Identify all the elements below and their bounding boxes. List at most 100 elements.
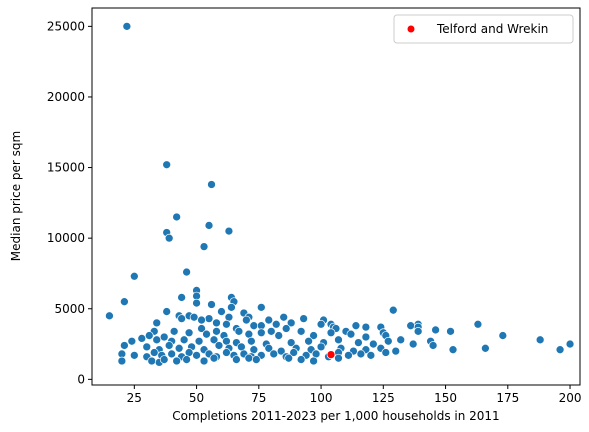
data-point	[204, 221, 214, 230]
highlight-point	[326, 350, 336, 359]
data-point	[172, 356, 182, 366]
data-point	[344, 350, 353, 360]
data-point	[152, 335, 162, 345]
data-point	[199, 242, 209, 251]
data-point	[127, 336, 137, 346]
data-point	[189, 312, 199, 322]
legend-label: Telford and Wrekin	[436, 22, 548, 36]
data-point	[120, 297, 129, 307]
data-point	[222, 348, 231, 357]
data-point	[356, 349, 366, 359]
data-point	[137, 334, 147, 343]
data-point	[269, 349, 279, 359]
data-point	[169, 326, 179, 336]
data-point	[242, 315, 251, 325]
data-point	[177, 314, 186, 323]
data-point	[122, 22, 132, 31]
data-point	[326, 328, 336, 338]
data-point	[296, 355, 306, 364]
data-point	[279, 312, 289, 322]
data-point	[192, 350, 201, 360]
data-point	[274, 331, 284, 340]
data-point	[249, 321, 259, 331]
data-point	[227, 302, 236, 312]
data-point	[406, 321, 416, 331]
data-point	[264, 315, 274, 325]
x-tick-label: 50	[189, 391, 204, 405]
y-tick-label: 10000	[47, 231, 85, 245]
data-point	[217, 307, 226, 316]
data-point	[251, 355, 261, 364]
data-point	[129, 350, 139, 360]
data-point	[396, 335, 406, 345]
plot-frame	[91, 7, 581, 386]
x-tick-label: 100	[310, 391, 333, 405]
data-point	[264, 343, 274, 353]
y-tick-label: 20000	[47, 90, 85, 104]
x-tick-label: 125	[372, 391, 395, 405]
data-point	[316, 342, 326, 352]
data-point	[381, 348, 391, 357]
data-point	[473, 319, 483, 329]
data-point	[271, 319, 281, 329]
data-point	[212, 318, 221, 328]
data-point	[286, 318, 296, 328]
data-point	[388, 305, 398, 315]
data-point	[296, 326, 306, 336]
data-point	[246, 336, 256, 346]
data-point	[535, 335, 545, 345]
data-point	[266, 326, 276, 336]
data-point	[304, 336, 313, 346]
data-point	[555, 345, 565, 355]
data-point	[199, 356, 209, 366]
data-point	[174, 343, 184, 353]
legend-marker	[407, 25, 415, 33]
data-point	[428, 341, 438, 350]
data-point	[446, 326, 455, 336]
data-point	[361, 332, 371, 342]
data-point	[361, 322, 371, 332]
data-point	[232, 355, 241, 364]
data-point	[182, 355, 191, 364]
data-point	[179, 335, 189, 345]
data-point	[256, 328, 266, 338]
data-point	[481, 343, 490, 353]
data-point	[309, 331, 318, 340]
data-point	[164, 233, 174, 243]
y-tick-label: 0	[77, 372, 85, 386]
y-tick-label: 25000	[47, 19, 85, 33]
y-axis-label: Median price per sqm	[9, 131, 23, 261]
data-point	[184, 328, 194, 338]
data-point	[182, 267, 191, 277]
data-point	[164, 341, 174, 350]
data-point	[172, 212, 182, 222]
data-point	[222, 319, 231, 329]
data-point	[346, 329, 356, 339]
data-point	[202, 329, 211, 339]
x-tick-label: 200	[559, 391, 582, 405]
x-tick-label: 75	[251, 391, 266, 405]
data-point	[120, 341, 129, 350]
x-tick-label: 25	[127, 391, 142, 405]
data-point	[448, 345, 458, 355]
data-point	[256, 302, 266, 312]
data-point	[159, 355, 169, 364]
data-point	[204, 314, 214, 323]
data-point	[149, 348, 159, 357]
data-point	[144, 331, 154, 340]
data-point	[309, 356, 318, 366]
data-point	[284, 353, 294, 363]
data-point	[368, 339, 378, 349]
data-point	[289, 348, 299, 357]
data-point	[351, 321, 361, 331]
data-point	[281, 324, 291, 333]
data-point	[224, 226, 234, 236]
data-point	[207, 300, 216, 309]
data-point	[366, 350, 376, 360]
data-point	[565, 339, 575, 349]
data-point	[162, 160, 172, 170]
data-point	[408, 339, 418, 349]
data-point	[105, 311, 114, 321]
data-point	[334, 335, 343, 345]
